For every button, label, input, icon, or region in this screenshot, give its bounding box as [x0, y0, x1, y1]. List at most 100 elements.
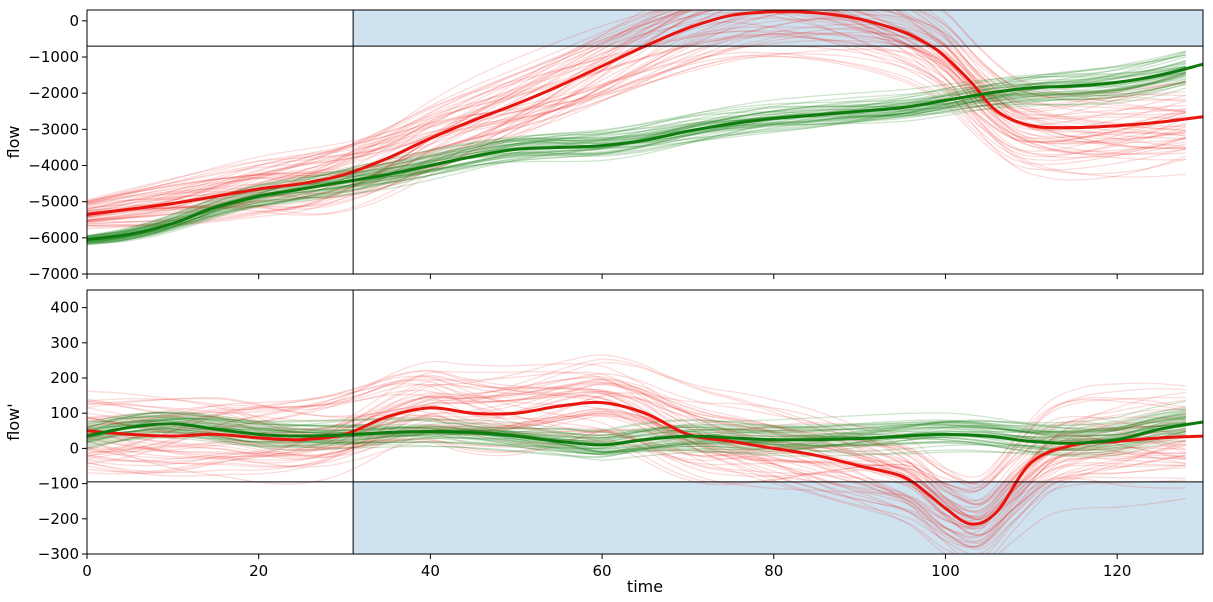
- ensemble-trace: [87, 411, 1186, 461]
- ensemble-trace: [87, 71, 1186, 243]
- x-tick-label: 20: [249, 562, 268, 580]
- ensemble-trace: [87, 44, 1187, 203]
- ensemble-trace: [87, 54, 1186, 202]
- ensemble-trace: [87, 430, 1186, 451]
- series-line-red: [87, 400, 1203, 526]
- ensemble-trace: [87, 81, 1186, 239]
- ensemble-trace: [87, 412, 1186, 442]
- ensemble-trace: [87, 422, 1186, 449]
- ensemble-trace: [87, 80, 1186, 243]
- ensemble-trace: [87, 70, 1187, 242]
- x-tick-label: 80: [764, 562, 783, 580]
- ensemble-trace: [87, 389, 1186, 522]
- ensemble-trace: [87, 418, 1186, 455]
- ensemble-trace: [87, 10, 1186, 225]
- ensemble-trace: [87, 65, 1186, 237]
- ensemble-trace: [87, 419, 1187, 450]
- ensemble-trace: [87, 50, 1186, 246]
- ensemble-trace: [87, 53, 1186, 238]
- ensemble-trace: [87, 81, 1186, 239]
- ensemble-trace: [87, 10, 1186, 204]
- ensemble-trace: [87, 10, 1186, 218]
- ensemble-trace: [87, 52, 1187, 203]
- ensemble-trace: [87, 410, 1186, 512]
- ensemble-trace: [87, 390, 1186, 542]
- y-tick-label: −2000: [28, 84, 79, 102]
- series-line-green: [87, 420, 1203, 447]
- series-line-green: [87, 62, 1203, 242]
- ensemble-trace: [87, 65, 1186, 245]
- shaded-region: [353, 481, 1204, 554]
- y-tick-label: 100: [50, 404, 79, 422]
- y-axis-label: flow: [4, 126, 23, 159]
- ensemble-trace: [87, 413, 1186, 452]
- y-tick-label: 0: [69, 439, 79, 457]
- ensemble-trace: [87, 23, 1186, 203]
- ensemble-trace: [87, 10, 1186, 216]
- ensemble-trace: [87, 10, 1187, 215]
- ensemble-trace: [87, 375, 1186, 548]
- ensemble-trace: [87, 379, 1187, 493]
- ensemble-trace: [87, 376, 1186, 554]
- x-tick-label: 120: [1103, 562, 1132, 580]
- ensemble-trace: [87, 395, 1186, 536]
- ensemble-traces: [87, 10, 1187, 246]
- plot-area: [87, 10, 1203, 246]
- ensemble-trace: [87, 31, 1186, 222]
- ensemble-trace: [87, 54, 1186, 246]
- ensemble-trace: [87, 426, 1186, 456]
- ensemble-trace: [87, 55, 1186, 204]
- ensemble-trace: [87, 396, 1186, 484]
- ensemble-trace: [87, 407, 1186, 453]
- ensemble-trace: [87, 402, 1186, 506]
- ensemble-trace: [87, 74, 1186, 242]
- ensemble-trace: [87, 10, 1186, 223]
- ensemble-trace: [87, 399, 1186, 509]
- ensemble-trace: [87, 10, 1186, 226]
- ensemble-trace: [87, 39, 1187, 201]
- top-panel: 0 −1000 −2000 −3000 −4000 −5000 −6000 −7000 flow: [4, 9, 1204, 283]
- ensemble-trace: [87, 415, 1186, 456]
- ensemble-trace: [87, 370, 1186, 485]
- y-tick-label: −3000: [28, 120, 79, 138]
- shaded-region: [353, 10, 1204, 47]
- ensemble-trace: [87, 10, 1186, 215]
- ensemble-trace: [87, 419, 1186, 455]
- x-tick-label: 60: [593, 562, 612, 580]
- ensemble-trace: [87, 17, 1186, 219]
- ensemble-trace: [87, 10, 1186, 211]
- ensemble-trace: [87, 358, 1186, 536]
- ensemble-trace: [87, 10, 1187, 230]
- ensemble-trace: [87, 48, 1186, 221]
- y-tick-label: 200: [50, 369, 79, 387]
- x-tick-label: 0: [82, 562, 92, 580]
- ensemble-trace: [87, 410, 1186, 455]
- ensemble-trace: [87, 27, 1186, 215]
- axes-frame: [86, 289, 1204, 555]
- ensemble-trace: [87, 69, 1186, 241]
- ensemble-trace: [87, 11, 1187, 225]
- y-tick-label: −300: [38, 545, 79, 563]
- ensemble-trace: [87, 10, 1186, 222]
- ensemble-trace: [87, 77, 1186, 243]
- ensemble-trace: [87, 10, 1186, 218]
- y-tick-label: −100: [38, 475, 79, 493]
- ensemble-trace: [87, 377, 1186, 528]
- ensemble-trace: [87, 60, 1187, 243]
- ensemble-trace: [87, 10, 1186, 221]
- ensemble-trace: [87, 404, 1186, 518]
- x-tick-label: 40: [421, 562, 440, 580]
- y-tick-label: −5000: [28, 193, 79, 211]
- ensemble-trace: [87, 51, 1186, 204]
- x-axis-label: time: [627, 577, 663, 596]
- ensemble-trace: [87, 400, 1186, 456]
- ensemble-trace: [87, 419, 1186, 452]
- ensemble-trace: [87, 68, 1187, 237]
- x-tick-label: 100: [931, 562, 960, 580]
- ensemble-trace: [87, 411, 1186, 453]
- series-line-red: [87, 10, 1203, 216]
- ensemble-trace: [87, 379, 1186, 514]
- ensemble-trace: [87, 51, 1187, 237]
- ensemble-trace: [87, 10, 1186, 212]
